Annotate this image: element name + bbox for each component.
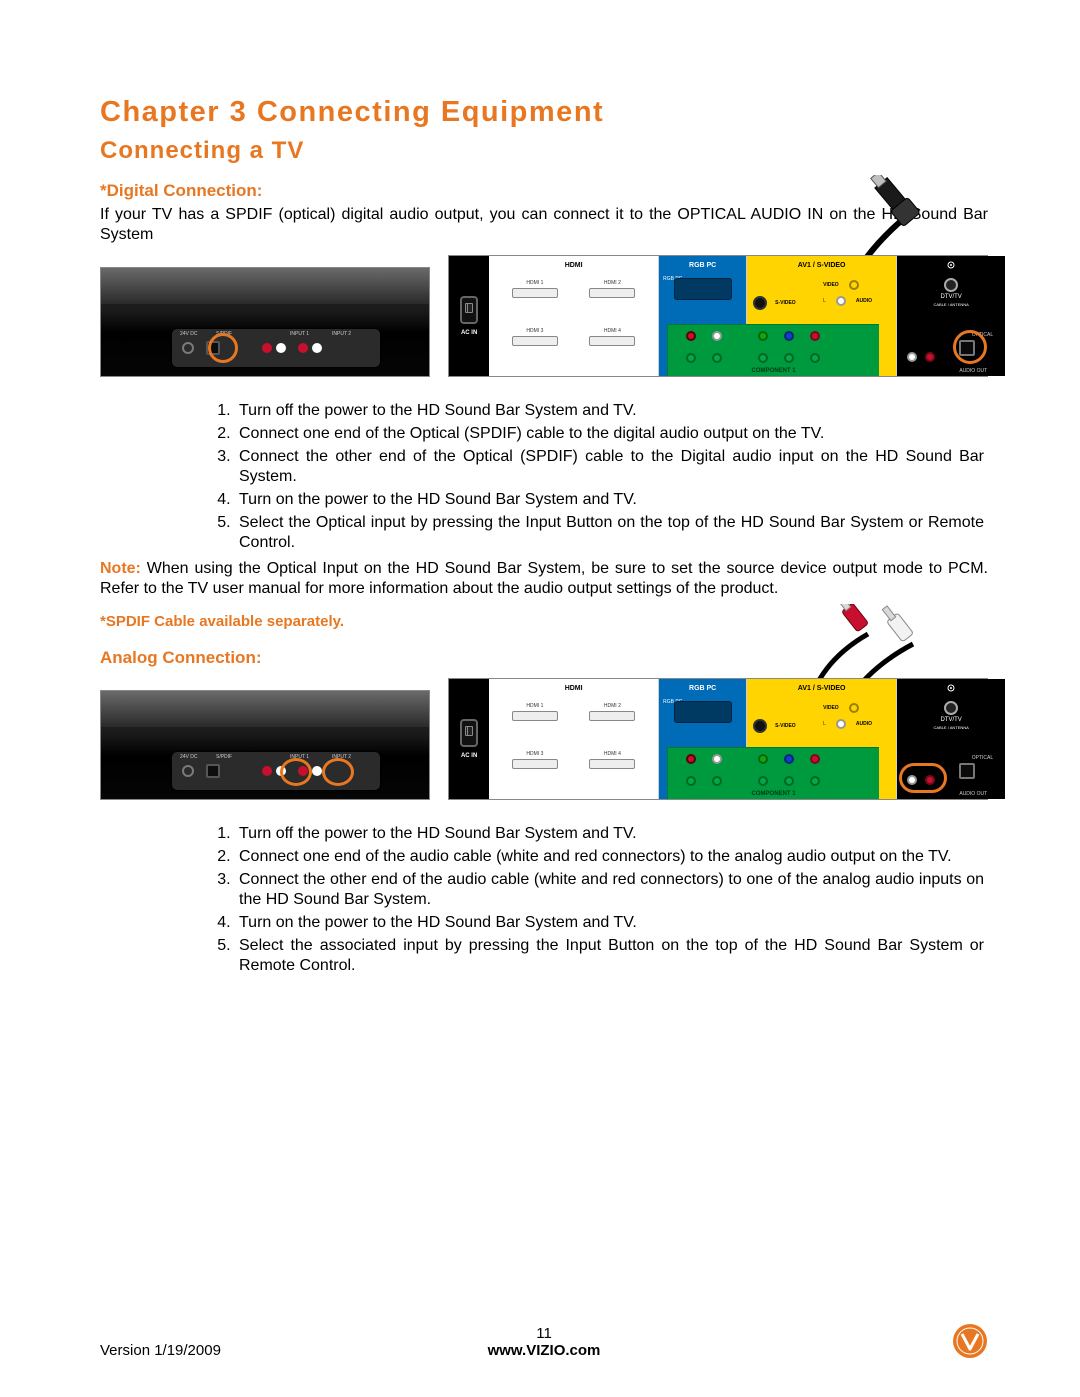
sb-dc-label: 24V DC [180,754,198,760]
chapter-title: Chapter 3 Connecting Equipment [100,96,988,129]
sb-dc-label: 24V DC [180,331,198,337]
antenna-icon [946,683,956,693]
av-l: L [823,721,826,727]
vizio-logo-icon [952,1323,988,1359]
digital-steps: Turn off the power to the HD Sound Bar S… [100,401,988,553]
hdmi-area: HDMI 1 HDMI 2 HDMI 3 HDMI 4 [489,274,659,376]
vga-port-icon [674,278,732,300]
av-audio: AUDIO [856,298,872,304]
svideo-label: S-VIDEO [775,723,796,729]
av-audio: AUDIO [856,721,872,727]
coax-port-icon [944,278,958,292]
svideo-label: S-VIDEO [775,300,796,306]
video-label: VIDEO [823,705,839,711]
component-label: COMPONENT 1 [752,368,796,374]
version-text: Version 1/19/2009 [100,1342,221,1359]
hdmi2-label: HDMI 2 [604,280,621,286]
list-item: Select the Optical input by pressing the… [235,513,988,553]
list-item: Connect one end of the Optical (SPDIF) c… [235,424,988,444]
hdmi4-label: HDMI 4 [604,328,621,334]
hdmi3-label: HDMI 3 [526,328,543,334]
soundbar-image: 24V DC S/PDIF INPUT 1 INPUT 2 [100,267,430,377]
av-header: AV1 / S-VIDEO [747,256,897,274]
list-item: Turn off the power to the HD Sound Bar S… [235,401,988,421]
sb-dc-jack [182,765,194,777]
svideo-port-icon [753,296,767,310]
hdmi2-label: HDMI 2 [604,703,621,709]
rgb-header: RGB PC [659,679,747,697]
hdmi1-label: HDMI 1 [526,703,543,709]
sb-input1 [262,343,286,353]
note-text: When using the Optical Input on the HD S… [100,560,988,597]
component-label: COMPONENT 1 [752,791,796,797]
sb-spdif-port [206,764,220,778]
analog-heading: Analog Connection: [100,648,988,668]
hdmi-header: HDMI [489,679,659,697]
footer-url: www.VIZIO.com [488,1342,601,1359]
digital-heading: *Digital Connection: [100,181,988,201]
audio-out-label: AUDIO OUT [959,368,987,374]
list-item: Select the associated input by pressing … [235,936,988,976]
highlight-audio-out-tv [899,763,947,793]
tv-back-panel: AC IN HDMI RGB PC AV1 / S-VIDEO HDMI 1 H… [448,678,988,800]
sb-input2 [298,343,322,353]
list-item: Turn off the power to the HD Sound Bar S… [235,824,988,844]
hdmi3-label: HDMI 3 [526,751,543,757]
sb-in1-label: INPUT 1 [290,331,309,337]
dtv-label: DTV/TV [897,717,1005,723]
highlight-input2-soundbar [322,758,354,786]
spdif-note: *SPDIF Cable available separately. [100,613,988,630]
ac-in-label: AC IN [461,753,477,759]
video-label: VIDEO [823,282,839,288]
dtv-label: DTV/TV [897,294,1005,300]
sb-spdif-label: S/PDIF [216,754,232,760]
component-area: COMPONENT 1 [667,324,879,376]
highlight-optical-tv [953,330,987,364]
list-item: Turn on the power to the HD Sound Bar Sy… [235,913,988,933]
highlight-input1-soundbar [280,758,312,786]
analog-diagram-row: 24V DC S/PDIF INPUT 1 INPUT 2 AC IN HDMI… [100,678,988,800]
note-paragraph: Note: When using the Optical Input on th… [100,559,988,599]
ac-in-area: AC IN [449,256,489,376]
list-item: Connect the other end of the Optical (SP… [235,447,988,487]
section-title: Connecting a TV [100,137,988,165]
note-label: Note: [100,560,141,577]
sb-dc-jack [182,342,194,354]
list-item: Connect one end of the audio cable (whit… [235,847,988,867]
list-item: Turn on the power to the HD Sound Bar Sy… [235,490,988,510]
hdmi-header: HDMI [489,256,659,274]
page-footer: Version 1/19/2009 11 www.VIZIO.com [100,1323,988,1359]
audio-out-label: AUDIO OUT [959,791,987,797]
dtv-sub-label: CABLE / ANTENNA [897,302,1005,307]
dtv-area: DTV/TV CABLE / ANTENNA OPTICAL AUDIO OUT [897,274,1005,376]
digital-intro: If your TV has a SPDIF (optical) digital… [100,205,988,245]
ac-plug-icon [460,296,478,324]
page-number: 11 [488,1325,601,1342]
hdmi1-label: HDMI 1 [526,280,543,286]
antenna-icon [946,260,956,270]
hdmi4-label: HDMI 4 [604,751,621,757]
dtv-sub-label: CABLE / ANTENNA [897,725,1005,730]
optical-label: OPTICAL [972,755,993,761]
list-item: Connect the other end of the audio cable… [235,870,988,910]
highlight-spdif-soundbar [208,333,238,363]
rgb-header: RGB PC [659,256,747,274]
tv-back-panel: AC IN HDMI RGB PC AV1 / S-VIDEO HDMI 1 H… [448,255,988,377]
digital-diagram-row: 24V DC S/PDIF INPUT 1 INPUT 2 AC IN HDMI [100,255,988,377]
soundbar-image: 24V DC S/PDIF INPUT 1 INPUT 2 [100,690,430,800]
av-l: L [823,298,826,304]
av-header: AV1 / S-VIDEO [747,679,897,697]
sb-in2-label: INPUT 2 [332,331,351,337]
ac-in-label: AC IN [461,330,477,336]
analog-steps: Turn off the power to the HD Sound Bar S… [100,824,988,976]
